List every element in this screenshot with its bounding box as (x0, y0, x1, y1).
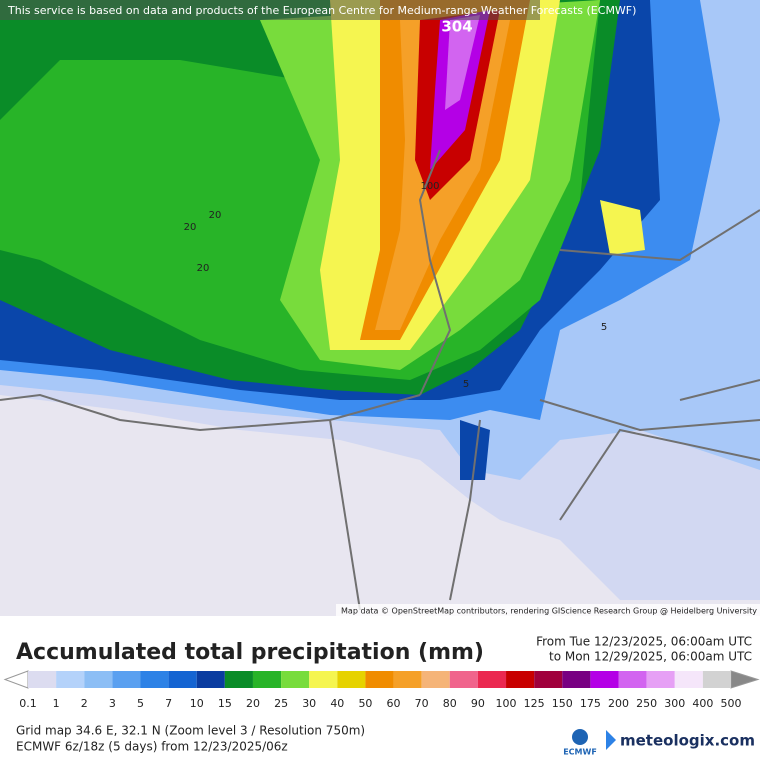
color-box (534, 671, 563, 688)
colorbar-label: 1 (53, 697, 60, 710)
colorbar-label: 7 (165, 697, 172, 710)
contour-label: 5 (463, 379, 469, 390)
colorbar-label: 300 (664, 697, 685, 710)
color-box (112, 671, 141, 688)
colorbar-label: 15 (218, 697, 232, 710)
color-box (618, 671, 647, 688)
color-box (196, 671, 225, 688)
colorbar-label: 0.1 (19, 697, 37, 710)
contour-label: 20 (184, 222, 197, 233)
color-box (365, 671, 394, 688)
color-box (506, 671, 535, 688)
contour-label: 100 (420, 181, 439, 192)
colorbar-label: 30 (302, 697, 316, 710)
color-box (140, 671, 169, 688)
color-box (702, 671, 731, 688)
color-box (224, 671, 253, 688)
colorbar-label: 20 (246, 697, 260, 710)
colorbar-label: 3 (109, 697, 116, 710)
time-to: to Mon 12/29/2025, 06:00am UTC (549, 650, 752, 664)
color-box (56, 671, 85, 688)
time-from: From Tue 12/23/2025, 06:00am UTC (536, 635, 752, 649)
colorbar: 0.1 1 2 3 5 7 10 15 20 25 30 40 50 60 70 80 90 100 125 150 1… (3, 670, 760, 710)
colorbar-label: 60 (387, 697, 401, 710)
under-arrow (3, 670, 29, 689)
map (0, 0, 760, 616)
color-box (449, 671, 478, 688)
color-box (281, 671, 310, 688)
color-box (168, 671, 197, 688)
grid-info: Grid map 34.6 E, 32.1 N (Zoom level 3 / … (16, 724, 365, 738)
colorbar-label: 50 (358, 697, 372, 710)
color-box (309, 671, 338, 688)
color-box (562, 671, 591, 688)
colorbar-label: 25 (274, 697, 288, 710)
color-box (252, 671, 282, 688)
meteologix-logo: meteologix.com (620, 732, 755, 750)
color-box (646, 671, 675, 688)
colorbar-label: 200 (608, 697, 629, 710)
attribution: Map data © OpenStreetMap contributors, r… (341, 607, 757, 616)
colorbar-label: 10 (190, 697, 204, 710)
color-box (393, 671, 422, 688)
color-box (28, 671, 57, 688)
contour-label: 20 (197, 263, 210, 274)
color-box (421, 671, 450, 688)
colorbar-label: 150 (552, 697, 573, 710)
colorbar-label: 5 (137, 697, 144, 710)
color-box (337, 671, 366, 688)
legend-title: Accumulated total precipitation (mm) (16, 640, 484, 665)
colorbar-label: 125 (524, 697, 545, 710)
over-arrow (730, 670, 760, 689)
colorbar-label: 70 (415, 697, 429, 710)
contour-label: 304 (441, 18, 472, 36)
contour-label: 20 (209, 210, 222, 221)
color-box (674, 671, 703, 688)
colorbar-label: 500 (721, 697, 742, 710)
notice: This service is based on data and produc… (7, 4, 636, 17)
contour-label: 5 (601, 322, 607, 333)
colorbar-label: 2 (81, 697, 88, 710)
colorbar-label: 250 (636, 697, 657, 710)
colorbar-label: 175 (580, 697, 601, 710)
colorbar-label: 40 (330, 697, 344, 710)
colorbar-label: 400 (692, 697, 713, 710)
color-box (590, 671, 619, 688)
color-box (84, 671, 113, 688)
ecmwf-logo: ECMWF (563, 748, 597, 757)
colorbar-label: 90 (471, 697, 485, 710)
colorbar-label: 100 (496, 697, 517, 710)
color-box (477, 671, 507, 688)
colorbar-label: 80 (443, 697, 457, 710)
model-info: ECMWF 6z/18z (5 days) from 12/23/2025/06… (16, 740, 288, 754)
